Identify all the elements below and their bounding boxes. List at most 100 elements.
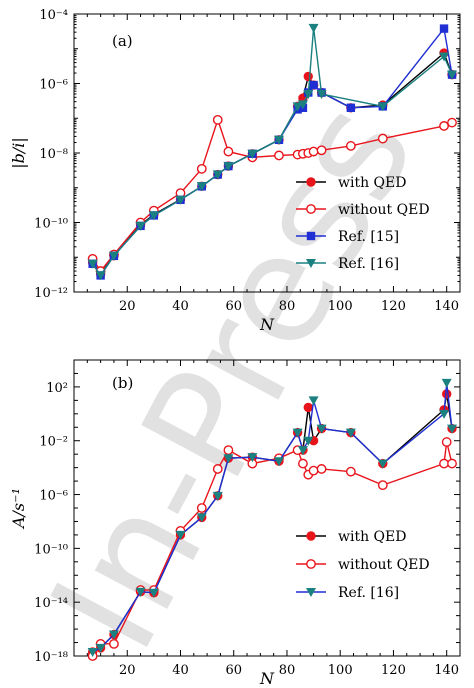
panel-label: (b) <box>112 374 133 392</box>
data-point <box>377 480 388 491</box>
x-tick-label: 20 <box>119 663 136 678</box>
data-point <box>292 428 303 438</box>
y-tick-label: 10² <box>46 381 68 396</box>
data-point <box>308 146 319 157</box>
data-point <box>223 146 234 157</box>
data-point <box>109 638 119 649</box>
y-tick-label: 10⁻¹⁴ <box>34 596 68 611</box>
legend-label: without QED <box>338 202 430 218</box>
data-point <box>308 465 319 476</box>
legend: with QED without QED Ref. [16] <box>296 529 430 601</box>
data-point <box>316 145 327 156</box>
data-point <box>441 378 452 388</box>
data-point <box>196 182 207 192</box>
legend-label: with QED <box>338 175 406 191</box>
data-point <box>196 513 207 523</box>
data-point <box>175 195 186 205</box>
series-2 <box>87 378 458 657</box>
data-point <box>303 71 313 82</box>
data-point <box>439 409 450 419</box>
x-axis-title: N <box>259 315 275 334</box>
data-point <box>87 259 98 269</box>
data-point <box>196 503 207 513</box>
data-point <box>247 149 258 159</box>
data-point <box>135 221 146 231</box>
data-point <box>274 150 284 161</box>
data-point <box>297 100 308 110</box>
data-point <box>108 630 119 640</box>
data-point <box>196 163 207 174</box>
legend-label: Ref. [15] <box>338 229 399 245</box>
legend-marker <box>306 588 316 597</box>
data-point <box>316 89 327 99</box>
y-axis-title: A/s⁻¹ <box>9 488 28 530</box>
x-tick-label: 80 <box>279 299 296 314</box>
legend-label: Ref. [16] <box>338 256 399 272</box>
x-tick-label: 60 <box>225 299 242 314</box>
x-tick-label: 60 <box>225 663 242 678</box>
data-point <box>148 588 159 598</box>
data-point <box>108 251 119 261</box>
x-tick-label: 100 <box>328 663 353 678</box>
data-point <box>292 102 303 112</box>
data-point <box>95 643 106 653</box>
data-point <box>148 211 159 221</box>
data-point <box>439 121 449 131</box>
x-axis-title: N <box>259 669 275 688</box>
y-tick-label: 10⁻⁸ <box>39 147 68 162</box>
legend-label: Ref. [16] <box>338 585 399 601</box>
data-point <box>439 52 450 62</box>
legend-marker <box>306 231 316 241</box>
y-tick-label: 10⁻⁴ <box>39 8 68 23</box>
panel-a: 20 40 60 80 100 120 140 10⁻¹² 10⁻¹⁰ 10⁻⁸ 10⁻⁶ 10⁻⁴ N… <box>9 8 461 334</box>
data-point <box>297 446 308 456</box>
data-point <box>309 80 318 90</box>
x-tick-label: 40 <box>172 299 189 314</box>
y-tick-label: 10⁻¹⁰ <box>34 542 68 557</box>
data-point <box>439 24 449 33</box>
x-tick-label: 140 <box>434 299 459 314</box>
legend: with QED without QED Ref. [15] Ref. [16] <box>296 175 430 272</box>
panel-b: 20 40 60 80 100 120 140 10⁻¹⁸ 10⁻¹⁴ 10⁻¹⁰ 10⁻⁶ 10⁻²… <box>9 359 461 688</box>
data-point <box>345 141 356 151</box>
x-tick-label: 120 <box>381 299 406 314</box>
data-point <box>447 458 457 469</box>
data-point <box>345 428 356 438</box>
data-point <box>346 103 356 112</box>
data-point <box>308 396 319 406</box>
y-tick-label: 10⁻⁶ <box>39 78 68 93</box>
y-tick-label: 10⁻¹² <box>34 286 68 301</box>
data-point <box>316 424 327 434</box>
legend-marker <box>306 559 316 569</box>
data-point <box>447 424 458 434</box>
data-point <box>377 133 388 144</box>
data-point <box>212 170 223 180</box>
x-tick-label: 40 <box>172 663 189 678</box>
data-point <box>441 437 452 447</box>
series-1 <box>87 114 457 276</box>
series-3 <box>87 23 458 281</box>
data-point <box>223 454 234 464</box>
x-tick-label: 80 <box>279 663 296 678</box>
data-point <box>273 135 284 145</box>
x-tick-label: 20 <box>119 299 136 314</box>
legend-marker <box>306 177 316 187</box>
data-point <box>175 530 186 540</box>
x-tick-label: 120 <box>381 663 406 678</box>
data-point <box>377 459 388 469</box>
data-point <box>345 466 356 477</box>
data-point <box>316 464 327 474</box>
legend-marker <box>306 259 316 268</box>
data-point <box>212 114 223 125</box>
data-point <box>212 464 223 474</box>
y-tick-label: 10⁻⁶ <box>39 489 68 504</box>
y-tick-label: 10⁻² <box>39 435 68 450</box>
data-point <box>95 271 106 281</box>
y-tick-label: 10⁻¹⁰ <box>34 217 68 232</box>
x-tick-label: 140 <box>434 663 459 678</box>
data-point <box>439 458 449 469</box>
data-point <box>223 445 234 456</box>
legend-label: with QED <box>338 529 406 545</box>
data-point <box>303 436 314 446</box>
